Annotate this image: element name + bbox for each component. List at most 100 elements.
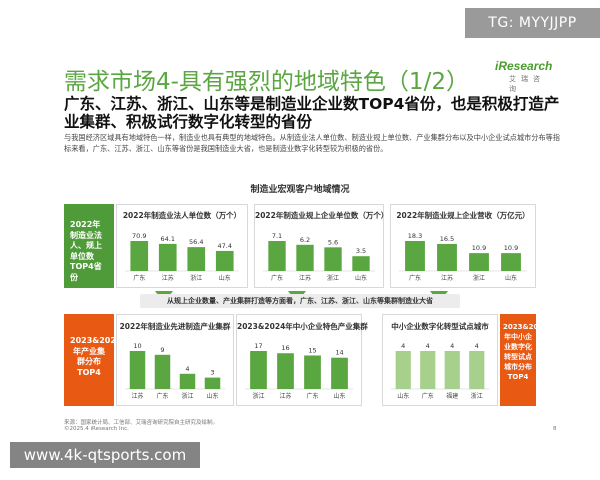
chart-category-label: 广东 bbox=[156, 392, 168, 400]
chart-value-label: 17 bbox=[254, 342, 262, 350]
chart-svg: 7.1 广东 6.2 江苏 5.6 浙江 3.5 山东 bbox=[263, 232, 375, 282]
chart-bar bbox=[469, 351, 485, 389]
chart-svg: 17 浙江 16 江苏 15 广东 14 山东 bbox=[245, 342, 353, 400]
chart-category-label: 浙江 bbox=[181, 392, 193, 400]
chart-category-label: 广东 bbox=[306, 392, 318, 400]
chart-bar bbox=[158, 243, 177, 271]
chart-bar bbox=[268, 241, 286, 271]
chart-category-label: 浙江 bbox=[190, 274, 202, 282]
logo-main-text: iResearch bbox=[495, 59, 553, 73]
page-subtitle: 广东、江苏、浙江、山东等是制造业企业数TOP4省份，也是积极打造产业集群、积极试… bbox=[64, 95, 560, 131]
tag-left-top: 2022年制造业法人、规上单位数TOP4省份 bbox=[64, 204, 114, 288]
copyright: ©2025.4 iResearch Inc. bbox=[64, 426, 129, 432]
chart-category-label: 山东 bbox=[397, 392, 409, 400]
chart-value-label: 7.1 bbox=[272, 232, 282, 240]
telegram-badge: TG: MYYJJPP bbox=[465, 8, 600, 38]
chart-category-label: 广东 bbox=[133, 274, 145, 282]
chart-bar bbox=[501, 253, 521, 271]
chart-value-label: 4 bbox=[426, 342, 430, 350]
chart-category-label: 山东 bbox=[206, 392, 218, 400]
page-description: 与我国经济区域具有地域特色一样，制造业也具有典型的地域特色。从制造业法人单位数、… bbox=[64, 133, 560, 153]
chart-value-label: 16.5 bbox=[440, 235, 454, 243]
summary-banner: 从规上企业数量、产业集群打造等方面看，广东、江苏、浙江、山东等集群制造业大省 bbox=[140, 294, 460, 308]
chart-category-label: 广东 bbox=[409, 274, 421, 282]
chart-category-label: 浙江 bbox=[471, 392, 483, 400]
chart-panel-above-scale: 2022年制造业规上企业单位数（万个） 7.1 广东 6.2 江苏 5.6 浙江 3.5 山东 bbox=[254, 204, 389, 288]
chart-bar bbox=[204, 377, 221, 389]
chart-panel-pilot-cities: 中小企业数字化转型试点城市 4 山东 4 广东 4 福建 4 浙江 bbox=[382, 314, 498, 406]
page-title: 需求市场4-具有强烈的地域特色（1/2） bbox=[64, 69, 469, 95]
source-note: 来源：国家统计局、工信部、艾瑞咨询研究院自主研究及绘制。 bbox=[64, 420, 219, 426]
chart-category-label: 浙江 bbox=[327, 274, 339, 282]
chart-bar bbox=[154, 354, 171, 389]
chart-svg: 4 山东 4 广东 4 福建 4 浙江 bbox=[391, 342, 489, 400]
chart-category-label: 江苏 bbox=[279, 392, 291, 400]
chart-value-label: 15 bbox=[308, 346, 316, 354]
chart-bar bbox=[331, 357, 348, 389]
chart-category-label: 江苏 bbox=[131, 392, 143, 400]
chart-bar bbox=[324, 247, 342, 271]
chart-panel-revenue: 2022年制造业规上企业营收（万亿元） 18.3 广东 16.5 江苏 10.9 浙江 10… bbox=[390, 204, 536, 288]
tag-right-bottom: 2023&2024年中小企业数字化转型试点城市分布TOP4 bbox=[500, 314, 548, 406]
chart-category-label: 广东 bbox=[422, 392, 434, 400]
chart-title: 2023&2024年中小企业特色产业集群 bbox=[237, 322, 368, 331]
chart-value-label: 9 bbox=[160, 346, 164, 354]
website-watermark: www.4k-qtsports.com bbox=[10, 442, 200, 468]
chart-panel-advanced-clusters: 2022年制造业先进制造产业集群 10 江苏 9 广东 4 浙江 3 山东 bbox=[116, 314, 234, 406]
chart-bar bbox=[129, 351, 146, 389]
chart-bar bbox=[444, 351, 460, 389]
chart-panel-legal-entities: 2022年制造业法人单位数（万个） 70.9 广东 64.1 江苏 56.4 浙江 47.4… bbox=[116, 204, 248, 288]
chart-value-label: 47.4 bbox=[218, 242, 232, 250]
chart-value-label: 16 bbox=[281, 344, 289, 352]
chart-title: 2022年制造业先进制造产业集群 bbox=[119, 322, 231, 331]
chart-bar bbox=[215, 250, 234, 271]
chart-category-label: 山东 bbox=[505, 274, 517, 282]
page-number: 8 bbox=[553, 426, 557, 432]
chart-value-label: 6.2 bbox=[300, 236, 310, 244]
chart-category-label: 福建 bbox=[446, 392, 458, 400]
chart-value-label: 4 bbox=[401, 342, 405, 350]
chart-bar bbox=[420, 351, 436, 389]
chart-bar bbox=[469, 253, 489, 271]
chart-category-label: 广东 bbox=[271, 274, 283, 282]
chart-bar bbox=[187, 247, 206, 271]
chart-bar bbox=[437, 243, 457, 271]
chart-category-label: 山东 bbox=[333, 392, 345, 400]
chart-svg: 18.3 广东 16.5 江苏 10.9 浙江 10.9 山东 bbox=[399, 232, 527, 282]
chart-title: 2022年制造业法人单位数（万个） bbox=[122, 211, 242, 220]
chart-value-label: 4 bbox=[450, 342, 454, 350]
chart-title: 2022年制造业规上企业单位数（万个） bbox=[255, 211, 389, 220]
chart-category-label: 江苏 bbox=[441, 274, 453, 282]
chart-category-label: 江苏 bbox=[299, 274, 311, 282]
logo-sub-text: 艾瑞咨询 bbox=[509, 75, 545, 93]
chart-value-label: 10.9 bbox=[472, 244, 486, 252]
tag-left-bottom: 2023&2024年产业集群分布TOP4 bbox=[64, 314, 122, 406]
chart-category-label: 江苏 bbox=[162, 274, 174, 282]
chart-value-label: 64.1 bbox=[161, 235, 175, 243]
chart-value-label: 10 bbox=[133, 342, 141, 350]
chart-category-label: 浙江 bbox=[473, 274, 485, 282]
chart-category-label: 山东 bbox=[219, 274, 231, 282]
chart-value-label: 4 bbox=[475, 342, 479, 350]
chart-value-label: 18.3 bbox=[408, 232, 422, 240]
section-title: 制造业宏观客户地域情况 bbox=[250, 185, 350, 195]
chart-bar bbox=[304, 355, 321, 389]
chart-title: 2022年制造业规上企业营收（万亿元） bbox=[396, 211, 530, 220]
chart-bar bbox=[277, 353, 294, 389]
chart-value-label: 56.4 bbox=[189, 238, 203, 246]
chart-category-label: 山东 bbox=[355, 274, 367, 282]
chart-value-label: 14 bbox=[335, 349, 343, 357]
chart-bar bbox=[250, 351, 267, 389]
chart-bar bbox=[405, 241, 425, 271]
chart-bar bbox=[130, 241, 149, 271]
chart-svg: 70.9 广东 64.1 江苏 56.4 浙江 47.4 山东 bbox=[125, 232, 239, 282]
iresearch-logo: iResearch 艾瑞咨询 bbox=[495, 59, 555, 94]
chart-value-label: 70.9 bbox=[132, 232, 146, 240]
chart-bar bbox=[296, 244, 314, 271]
chart-svg: 10 江苏 9 广东 4 浙江 3 山东 bbox=[125, 342, 225, 400]
chart-bar bbox=[179, 373, 196, 389]
chart-panel-sme-clusters: 2023&2024年中小企业特色产业集群 17 浙江 16 江苏 15 广东 14 山东 bbox=[236, 314, 368, 406]
chart-value-label: 5.6 bbox=[328, 238, 338, 246]
chart-bar bbox=[395, 351, 411, 389]
chart-value-label: 4 bbox=[185, 365, 189, 373]
